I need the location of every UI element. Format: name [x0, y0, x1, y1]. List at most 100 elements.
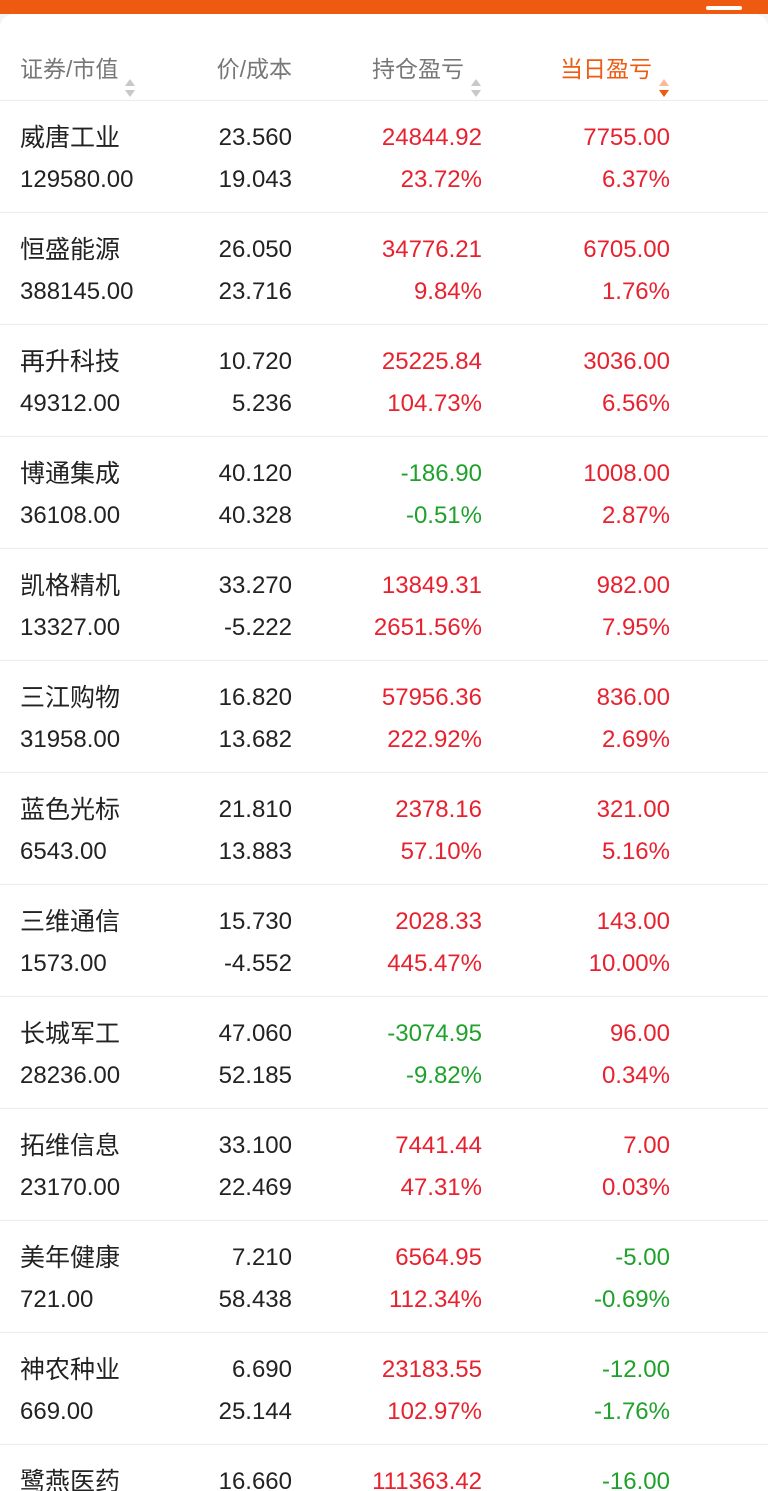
position-pl-percent: 445.47% [387, 950, 482, 977]
daily-pl-percent: 5.16% [601, 838, 670, 865]
current-price-value: 21.810 [218, 796, 292, 823]
current-price: 16.660 [208, 1468, 292, 1491]
holding-row[interactable]: 长城军工 28236.00 47.060 52.185 -3074.95 -9.82% 96… [0, 997, 768, 1109]
position-pl-percent: 47.31% [400, 1174, 482, 1201]
stock-name: 三江购物 [20, 684, 121, 712]
current-price-value: 10.720 [218, 348, 292, 375]
position-pl-percent: 222.92% [387, 726, 482, 753]
position-pl-percent: 2651.56% [373, 614, 482, 641]
column-header-price[interactable]: 价/成本 [214, 38, 292, 100]
market-value: 129580.00 [20, 166, 134, 193]
column-header-security[interactable]: 证券/市值 [20, 38, 136, 100]
daily-pl-percent: 6.37% [601, 166, 670, 193]
daily-pl: 7.00 [623, 1132, 670, 1159]
current-price: 33.270 [208, 572, 292, 600]
current-price: 7.210 [208, 1244, 292, 1272]
position-pl: 13849.31 [381, 572, 482, 599]
cost-price-value: 13.883 [218, 838, 292, 865]
holding-row[interactable]: 恒盛能源 388145.00 26.050 23.716 34776.21 9.84% 67… [0, 213, 768, 325]
position-pl-percent: 112.34% [389, 1286, 482, 1313]
current-price: 16.820 [208, 684, 292, 712]
cost-price: 13.682 [208, 726, 292, 754]
current-price: 33.100 [208, 1132, 292, 1160]
current-price: 10.720 [208, 348, 292, 376]
stock-name: 美年健康 [20, 1244, 121, 1272]
cost-price-value: 25.144 [218, 1398, 292, 1425]
position-pl: 6564.95 [395, 1244, 482, 1271]
holding-row[interactable]: 再升科技 49312.00 10.720 5.236 25225.84 104.73% 30… [0, 325, 768, 437]
cost-price: 19.043 [208, 166, 292, 194]
current-price: 40.120 [208, 460, 292, 488]
stock-name: 威唐工业 [20, 124, 121, 152]
current-price: 15.730 [208, 908, 292, 936]
daily-pl-percent: 2.87% [601, 502, 670, 529]
holding-row[interactable]: 美年健康 721.00 7.210 58.438 6564.95 112.34% -5.00… [0, 1221, 768, 1333]
holdings-panel: 证券/市值 价/成本 持仓盈亏 当日盈亏 威唐工业 129580.00 23.560… [0, 14, 768, 1491]
market-value: 669.00 [20, 1398, 94, 1425]
holding-row[interactable]: 三江购物 31958.00 16.820 13.682 57956.36 222.92% 8… [0, 661, 768, 773]
cost-price: 22.469 [208, 1174, 292, 1202]
stock-name: 再升科技 [20, 348, 121, 376]
daily-pl-percent: 10.00% [588, 950, 670, 977]
panel-top-gap [0, 14, 768, 38]
top-status-bar [0, 0, 768, 14]
current-price-value: 40.120 [218, 460, 292, 487]
position-pl-percent: -9.82% [405, 1062, 482, 1089]
position-pl-percent: 9.84% [413, 278, 482, 305]
position-pl: 25225.84 [381, 348, 482, 375]
daily-pl-percent: 7.95% [601, 614, 670, 641]
daily-pl-percent: 0.03% [601, 1174, 670, 1201]
table-header: 证券/市值 价/成本 持仓盈亏 当日盈亏 [0, 38, 768, 101]
cost-price-value: 13.682 [218, 726, 292, 753]
cost-price: -5.222 [208, 614, 292, 642]
cost-price-value: 5.236 [231, 390, 292, 417]
cost-price: -4.552 [208, 950, 292, 978]
holding-row[interactable]: 鹭燕医药 16.660 111363.42 -16.00 [0, 1445, 768, 1491]
current-price-value: 6.690 [231, 1356, 292, 1383]
cost-price-value: 19.043 [218, 166, 292, 193]
column-header-daily-pl-label: 当日盈亏 [560, 56, 652, 82]
position-pl-percent: 23.72% [400, 166, 482, 193]
sort-desc-icon [658, 59, 670, 97]
cost-price-value: 22.469 [218, 1174, 292, 1201]
cost-price: 25.144 [208, 1398, 292, 1426]
market-value: 36108.00 [20, 502, 121, 529]
holding-row[interactable]: 三维通信 1573.00 15.730 -4.552 2028.33 445.47% 143… [0, 885, 768, 997]
position-pl: 23183.55 [381, 1356, 482, 1383]
stock-name: 拓维信息 [20, 1132, 121, 1160]
holding-row[interactable]: 拓维信息 23170.00 33.100 22.469 7441.44 47.31% 7.0… [0, 1109, 768, 1221]
holding-row[interactable]: 神农种业 669.00 6.690 25.144 23183.55 102.97% -12.… [0, 1333, 768, 1445]
cost-price: 5.236 [208, 390, 292, 418]
holding-row[interactable]: 威唐工业 129580.00 23.560 19.043 24844.92 23.72% 7… [0, 101, 768, 213]
holding-row[interactable]: 凯格精机 13327.00 33.270 -5.222 13849.31 2651.56%… [0, 549, 768, 661]
current-price-value: 33.270 [218, 572, 292, 599]
position-pl: 34776.21 [381, 236, 482, 263]
stock-name: 博通集成 [20, 460, 121, 488]
current-price-value: 26.050 [218, 236, 292, 263]
stock-name: 长城军工 [20, 1020, 121, 1048]
cost-price-value: -5.222 [223, 614, 292, 641]
daily-pl-percent: 1.76% [601, 278, 670, 305]
current-price-value: 47.060 [218, 1020, 292, 1047]
cost-price-value: 52.185 [218, 1062, 292, 1089]
daily-pl: 836.00 [596, 684, 670, 711]
market-value: 6543.00 [20, 838, 107, 865]
market-value: 13327.00 [20, 614, 121, 641]
column-header-daily-pl[interactable]: 当日盈亏 [528, 38, 670, 100]
cost-price-value: 40.328 [218, 502, 292, 529]
holding-row[interactable]: 博通集成 36108.00 40.120 40.328 -186.90 -0.51% 100… [0, 437, 768, 549]
stock-name: 鹭燕医药 [20, 1468, 121, 1491]
column-header-position-pl[interactable]: 持仓盈亏 [340, 38, 482, 100]
current-price-value: 16.660 [218, 1468, 292, 1491]
current-price-value: 7.210 [231, 1244, 292, 1271]
cost-price: 23.716 [208, 278, 292, 306]
position-pl: 2028.33 [395, 908, 482, 935]
current-price-value: 15.730 [218, 908, 292, 935]
daily-pl: 982.00 [596, 572, 670, 599]
daily-pl: 96.00 [609, 1020, 670, 1047]
sort-both-icon [124, 59, 136, 97]
holding-row[interactable]: 蓝色光标 6543.00 21.810 13.883 2378.16 57.10% 321.… [0, 773, 768, 885]
daily-pl: 3036.00 [583, 348, 670, 375]
stock-name: 蓝色光标 [20, 796, 121, 824]
sheet-handle[interactable] [706, 6, 742, 10]
